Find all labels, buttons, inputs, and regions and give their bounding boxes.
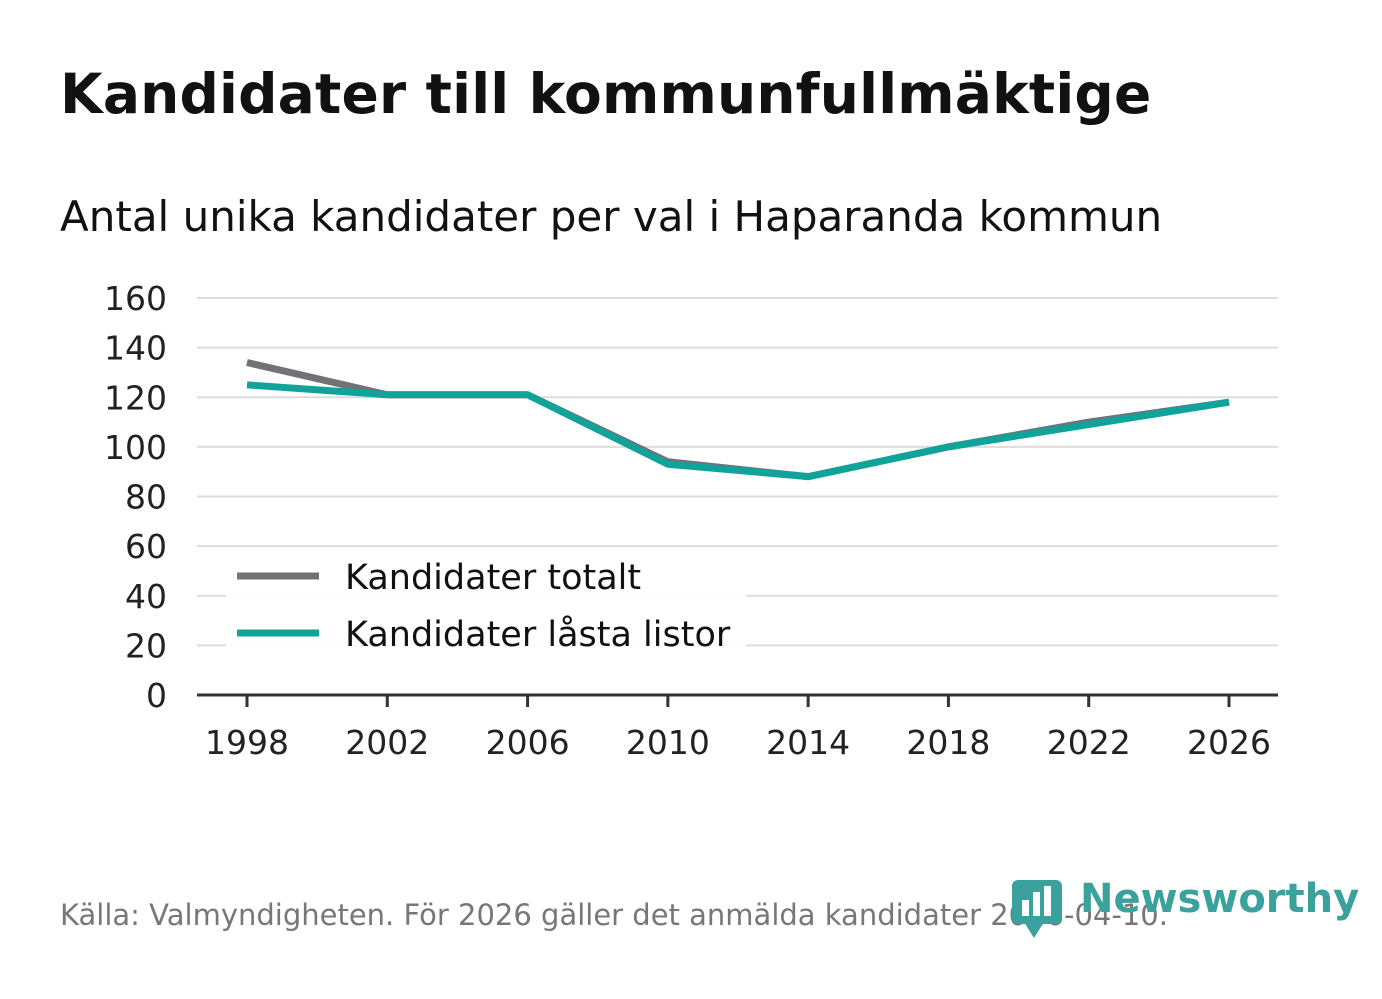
y-tick-label: 20 (125, 626, 167, 665)
x-axis-ticks: 1998 2002 2006 2010 2014 2018 2022 2026 (205, 695, 1271, 762)
x-tick-label: 2014 (766, 723, 850, 762)
y-tick-label: 0 (146, 676, 167, 715)
brand-name: Newsworthy (1080, 876, 1360, 922)
y-tick-label: 100 (104, 428, 167, 467)
x-tick-label: 2006 (486, 723, 570, 762)
x-tick-label: 2002 (345, 723, 429, 762)
x-tick-label: 2018 (906, 723, 990, 762)
y-tick-label: 40 (125, 577, 167, 616)
y-axis-ticks: 0 20 40 60 80 100 120 140 160 (104, 279, 167, 715)
y-tick-label: 60 (125, 527, 167, 566)
legend-label-totalt: Kandidater totalt (345, 558, 641, 598)
legend-label-lasta-listor: Kandidater låsta listor (345, 614, 731, 655)
x-tick-label: 2022 (1047, 723, 1131, 762)
series-lines (246, 359, 1230, 481)
series-line-1 (246, 381, 1230, 481)
y-tick-label: 160 (104, 279, 167, 318)
series-line-0 (246, 359, 1230, 481)
legend: Kandidater totalt Kandidater låsta listo… (226, 548, 746, 655)
chart-subtitle: Antal unika kandidater per val i Haparan… (60, 192, 1163, 241)
y-tick-label: 140 (104, 329, 167, 368)
y-tick-label: 80 (125, 478, 167, 517)
y-tick-label: 120 (104, 378, 167, 417)
x-tick-label: 2026 (1187, 723, 1271, 762)
newsworthy-logo-icon (1012, 880, 1062, 938)
x-tick-label: 1998 (205, 723, 289, 762)
x-tick-label: 2010 (626, 723, 710, 762)
chart-title: Kandidater till kommunfullmäktige (60, 62, 1152, 126)
source-note: Källa: Valmyndigheten. För 2026 gäller d… (60, 898, 1168, 932)
